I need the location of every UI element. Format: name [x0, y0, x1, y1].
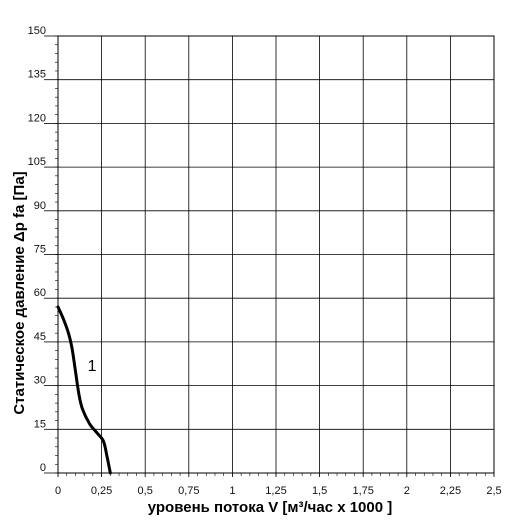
y-tick-label: 90 [34, 200, 46, 212]
x-tick-label: 2,5 [486, 485, 501, 497]
x-tick-label: 1 [229, 485, 235, 497]
y-tick-label: 135 [28, 69, 46, 81]
x-tick-label: 0,75 [178, 485, 199, 497]
y-tick-label: 105 [28, 156, 46, 168]
y-axis-title: Статическое давление Δp fa [Па] [11, 171, 28, 414]
series-label-1: 1 [88, 358, 97, 375]
y-tick-label: 150 [28, 25, 46, 37]
grid [44, 35, 495, 477]
x-tick-label: 2,25 [440, 485, 461, 497]
tick-labels: 0 0,25 0,5 0,75 1 1,25 1,5 1,75 2 2,25 2,5 0 15 30 45 6… [28, 25, 502, 497]
y-tick-label: 0 [40, 462, 46, 474]
y-tick-label: 45 [34, 331, 46, 343]
x-tick-label: 1,5 [312, 485, 327, 497]
x-axis-title: уровень потока V [м³/час x 1000 ] [148, 499, 393, 516]
series-line-1 [56, 305, 112, 475]
y-tick-label: 15 [34, 418, 46, 430]
x-tick-label: 1,25 [265, 485, 286, 497]
y-tick-label: 30 [34, 375, 46, 387]
series: 1 [56, 305, 112, 475]
x-tick-label: 2 [404, 485, 410, 497]
x-tick-label: 1,75 [352, 485, 373, 497]
y-tick-label: 120 [28, 112, 46, 124]
x-tick-label: 0 [55, 485, 61, 497]
y-tick-label: 60 [34, 287, 46, 299]
y-tick-label: 75 [34, 244, 46, 256]
x-tick-label: 0,25 [91, 485, 112, 497]
x-tick-label: 0,5 [138, 485, 153, 497]
